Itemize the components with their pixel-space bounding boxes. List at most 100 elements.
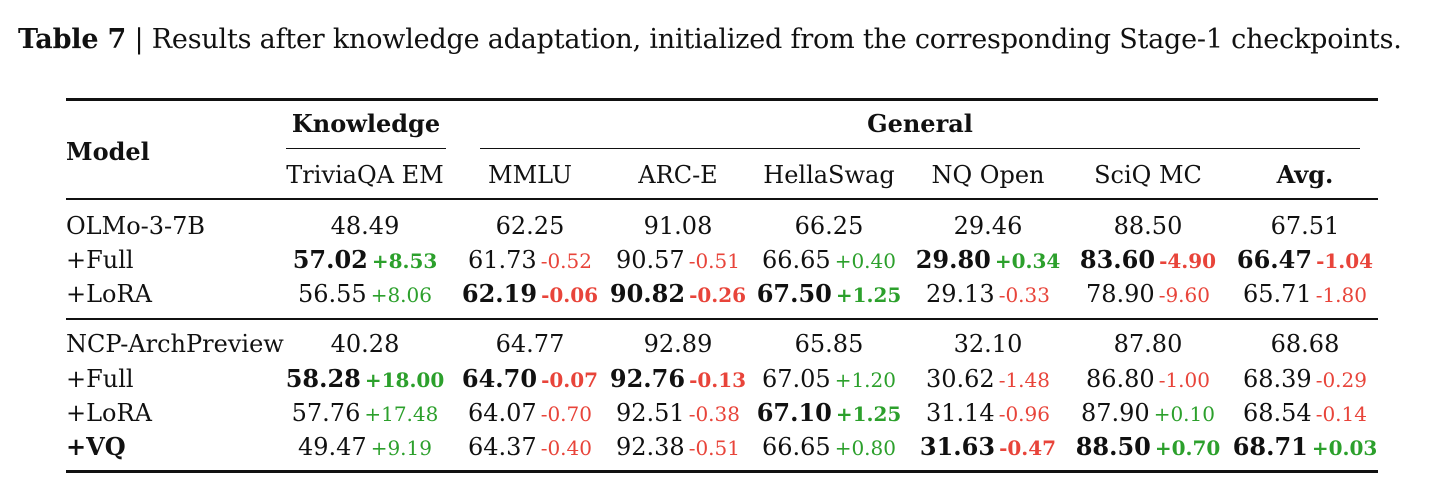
cell-value: 67.51 [1270, 212, 1340, 240]
table-cell: 57.76 +17.48 [265, 398, 465, 429]
table-cell: 40.28 [265, 329, 465, 359]
cell-value: 56.55 [297, 280, 367, 308]
cell-delta: +8.53 [371, 249, 438, 273]
table-cell: 29.13 -0.33 [888, 279, 1088, 310]
table-cell: 87.90 +0.10 [1048, 398, 1248, 429]
cell-delta: -0.07 [541, 368, 599, 392]
table-cell: 83.60 -4.90 [1048, 245, 1248, 276]
cell-delta: -0.70 [540, 402, 592, 426]
column-header: HellaSwag [763, 161, 895, 189]
cell-delta: -0.38 [688, 402, 740, 426]
table-cell: 78.90 -9.60 [1048, 279, 1248, 310]
cell-value: 92.51 [615, 399, 685, 427]
cell-delta: +0.34 [994, 249, 1061, 273]
cell-value: 29.80 [915, 245, 991, 274]
cell-value: 57.02 [292, 245, 368, 274]
cell-value: 40.28 [330, 330, 400, 358]
cell-delta: +18.00 [364, 368, 445, 392]
table-cell: 67.51 [1205, 211, 1405, 241]
cell-delta: +0.70 [1154, 436, 1221, 460]
cell-value: 87.80 [1113, 330, 1183, 358]
table-cell: 86.80 -1.00 [1048, 364, 1248, 395]
cell-value: 92.38 [615, 433, 685, 461]
cell-value: 58.28 [285, 364, 361, 393]
table-cell: 68.71 +0.03 [1205, 432, 1405, 463]
cell-delta: -0.29 [1315, 368, 1367, 392]
table-cell: 48.49 [265, 211, 465, 241]
table-cell: 90.57 -0.51 [578, 245, 778, 276]
knowledge-group-rule [286, 148, 446, 150]
cell-value: 32.10 [953, 330, 1023, 358]
cell-delta: +17.48 [364, 402, 439, 426]
cell-value: 66.47 [1236, 245, 1313, 274]
row-model-name: +LoRA [66, 399, 152, 427]
table-cell: 32.10 [888, 329, 1088, 359]
table-cell: 66.25 [729, 211, 929, 241]
table-cell: 64.37 -0.40 [430, 432, 630, 463]
cell-value: 67.05 [761, 365, 831, 393]
table-cell: 64.70 -0.07 [430, 364, 630, 395]
table-cell: 90.82 -0.26 [578, 279, 778, 310]
top-rule [66, 98, 1378, 101]
table-cell: 92.51 -0.38 [578, 398, 778, 429]
cell-delta: -0.06 [541, 283, 599, 307]
table-cell: 68.39 -0.29 [1205, 364, 1405, 395]
cell-delta: +0.03 [1311, 436, 1378, 460]
row-model-name: +Full [66, 365, 134, 393]
cell-value: 83.60 [1079, 245, 1156, 274]
cell-value: 66.65 [761, 246, 831, 274]
cell-value: 92.76 [609, 364, 686, 393]
row-model-name: OLMo-3-7B [66, 212, 206, 240]
table-cell: 62.25 [430, 211, 630, 241]
cell-value: 68.39 [1242, 365, 1312, 393]
table-cell: 67.10 +1.25 [729, 398, 929, 429]
cell-delta: -0.40 [540, 436, 592, 460]
table-cell: 92.89 [578, 329, 778, 359]
cell-value: 92.89 [643, 330, 713, 358]
row-model-name: +VQ [66, 432, 126, 461]
header-rule [66, 198, 1378, 200]
table-cell: 67.50 +1.25 [729, 279, 929, 310]
table-cell: 31.63 -0.47 [888, 432, 1088, 463]
column-header: Avg. [1276, 160, 1334, 189]
caption-label: Table 7 [18, 24, 127, 55]
cell-value: 67.10 [756, 398, 832, 427]
table-cell: 68.54 -0.14 [1205, 398, 1405, 429]
table-cell: 92.76 -0.13 [578, 364, 778, 395]
cell-delta: +0.40 [834, 249, 896, 273]
cell-delta: -0.52 [540, 249, 592, 273]
table-cell: 56.55 +8.06 [265, 279, 465, 310]
table-cell: 65.71 -1.80 [1205, 279, 1405, 310]
cell-value: 57.76 [291, 399, 361, 427]
cell-value: 31.63 [919, 432, 996, 461]
cell-value: 90.82 [609, 279, 686, 308]
caption-separator: | [134, 24, 144, 55]
cell-delta: +1.20 [834, 368, 896, 392]
cell-delta: -0.13 [689, 368, 747, 392]
cell-value: 65.85 [794, 330, 864, 358]
cell-value: 29.13 [925, 280, 995, 308]
cell-value: 78.90 [1085, 280, 1155, 308]
cell-value: 91.08 [643, 212, 713, 240]
header-group-knowledge: Knowledge [291, 109, 441, 138]
cell-delta: -1.80 [1315, 283, 1367, 307]
table-cell: 88.50 +0.70 [1048, 432, 1248, 463]
cell-value: 29.46 [953, 212, 1023, 240]
cell-delta: +1.25 [835, 402, 902, 426]
table-cell: 66.47 -1.04 [1205, 245, 1405, 276]
table-caption: Table 7 | Results after knowledge adapta… [18, 24, 1438, 55]
table-cell: 66.65 +0.40 [729, 245, 929, 276]
cell-value: 67.50 [756, 279, 832, 308]
cell-delta: -9.60 [1158, 283, 1210, 307]
cell-delta: -0.47 [999, 436, 1057, 460]
column-header: MMLU [488, 161, 572, 189]
table-cell: 62.19 -0.06 [430, 279, 630, 310]
cell-value: 87.90 [1080, 399, 1150, 427]
section-rule [66, 318, 1378, 320]
column-header: TriviaQA EM [286, 161, 444, 189]
cell-delta: +8.06 [370, 283, 432, 307]
cell-delta: +0.80 [834, 436, 896, 460]
table-cell: 58.28 +18.00 [265, 364, 465, 395]
cell-value: 68.54 [1242, 399, 1312, 427]
cell-delta: -4.90 [1159, 249, 1217, 273]
